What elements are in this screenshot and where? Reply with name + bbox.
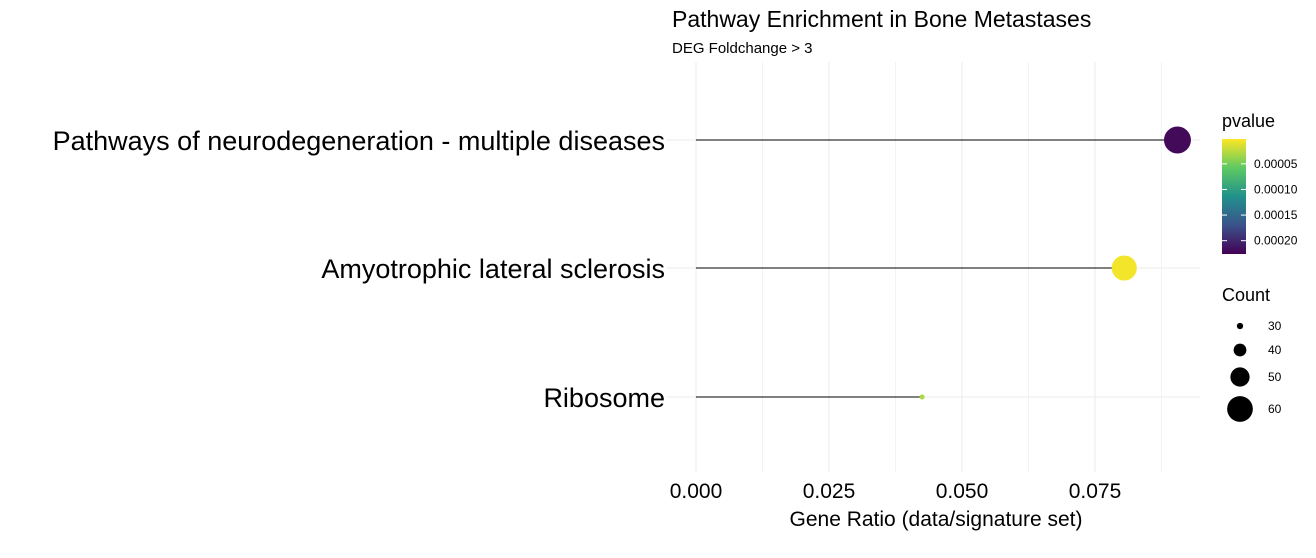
count-legend-circle <box>1227 396 1253 422</box>
count-legend-label: 60 <box>1268 402 1282 416</box>
lollipop-point <box>1163 126 1191 154</box>
count-legend-title: Count <box>1222 285 1270 305</box>
category-labels: Pathways of neurodegeneration - multiple… <box>53 126 665 413</box>
pvalue-legend-label: 0.00005 <box>1254 157 1298 171</box>
x-axis-ticks: 0.000 0.025 0.050 0.075 <box>670 480 1122 503</box>
pvalue-colorbar <box>1222 139 1246 254</box>
count-legend-label: 40 <box>1268 343 1282 357</box>
pvalue-legend-label: 0.00020 <box>1254 234 1298 248</box>
pvalue-legend-title: pvalue <box>1222 111 1275 131</box>
pvalue-legend-label: 0.00010 <box>1254 182 1298 196</box>
count-legend: Count 30 40 50 60 <box>1222 285 1282 422</box>
count-legend-circle <box>1233 343 1247 357</box>
lollipop-point <box>919 394 925 400</box>
pvalue-legend: pvalue 0.00005 0.00010 0.00015 0.00020 <box>1222 111 1298 254</box>
count-legend-label: 50 <box>1268 370 1282 384</box>
x-tick-label: 0.000 <box>670 480 723 503</box>
x-tick-label: 0.025 <box>803 480 856 503</box>
count-legend-label: 30 <box>1268 319 1282 333</box>
chart-title: Pathway Enrichment in Bone Metastases <box>672 6 1091 32</box>
x-tick-label: 0.075 <box>1069 480 1122 503</box>
x-axis-label: Gene Ratio (data/signature set) <box>790 508 1083 531</box>
category-label: Pathways of neurodegeneration - multiple… <box>53 126 665 156</box>
x-tick-label: 0.050 <box>936 480 989 503</box>
pvalue-legend-label: 0.00015 <box>1254 208 1298 222</box>
lollipop-point <box>1111 255 1137 281</box>
category-label: Amyotrophic lateral sclerosis <box>321 254 665 284</box>
chart-subtitle: DEG Foldchange > 3 <box>672 40 813 57</box>
category-label: Ribosome <box>543 383 665 413</box>
count-legend-circle <box>1230 367 1250 387</box>
count-legend-circle <box>1236 322 1244 330</box>
data-marks <box>696 126 1191 400</box>
